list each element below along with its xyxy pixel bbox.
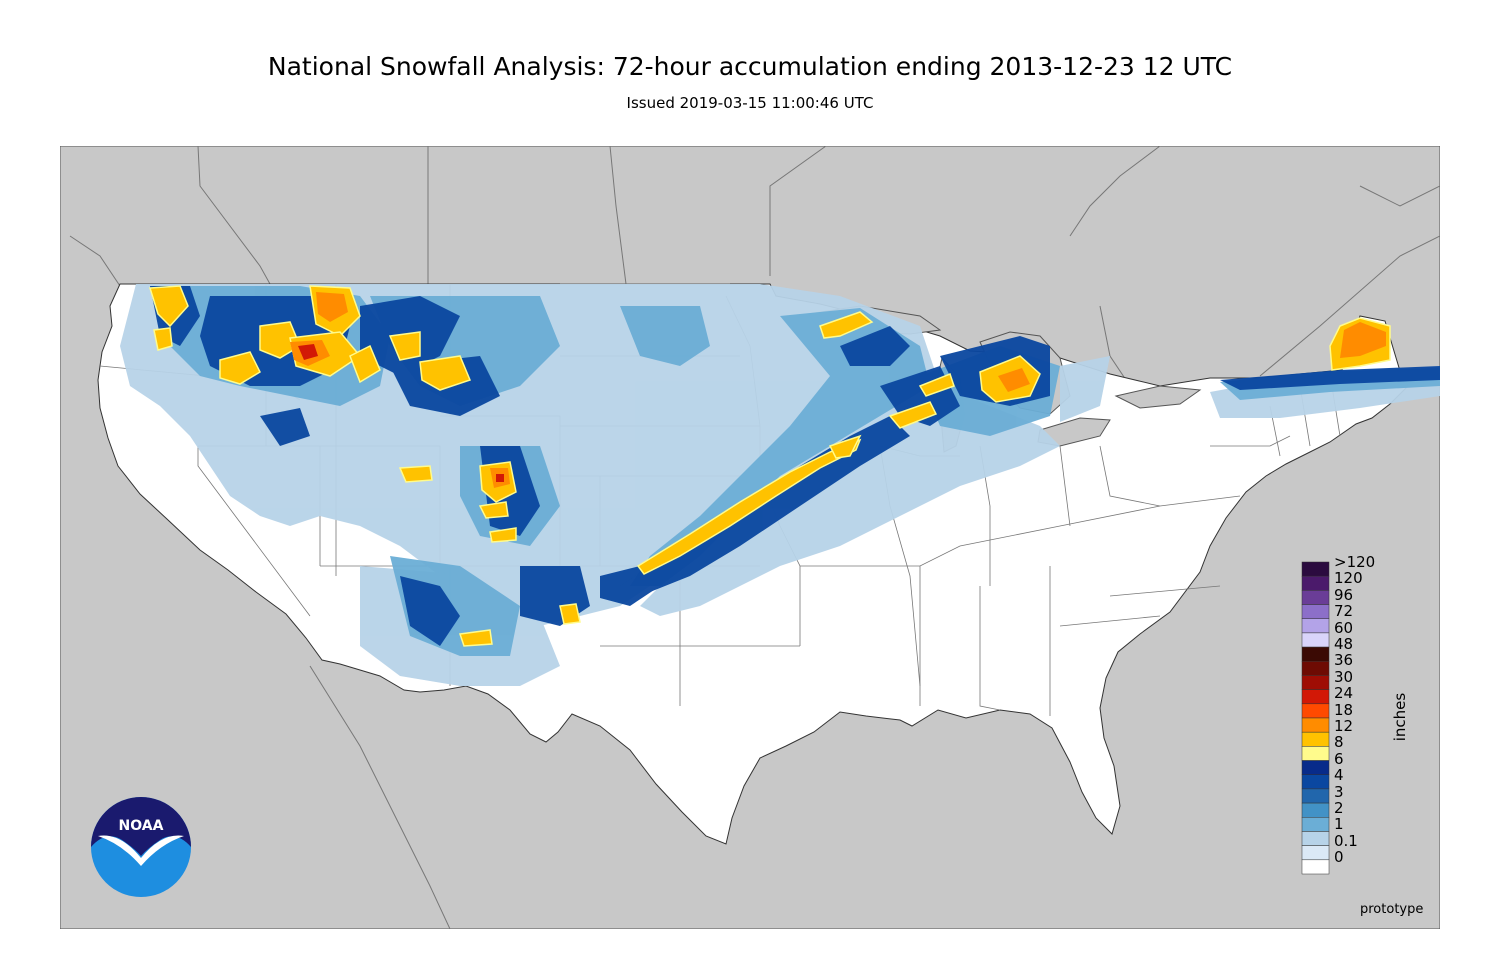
legend-swatch: [1301, 575, 1330, 591]
legend-tick-label: 6: [1334, 749, 1344, 768]
legend-swatch: [1301, 646, 1330, 662]
legend-tick-label: 18: [1334, 700, 1354, 719]
legend-tick-label: 24: [1334, 684, 1354, 703]
legend-swatch: [1301, 774, 1330, 790]
legend-tick-label: 1: [1334, 815, 1344, 834]
legend-swatch: [1301, 703, 1330, 719]
legend-tick-label: 0: [1334, 848, 1344, 867]
legend-swatch: [1301, 731, 1330, 747]
legend-colorbar: [1301, 561, 1330, 875]
legend-tick-label: >120: [1334, 553, 1376, 571]
snow-extreme: [290, 292, 1386, 488]
legend-tick-label: 60: [1334, 618, 1354, 637]
legend-swatch: [1301, 845, 1330, 861]
legend-swatch: [1301, 717, 1330, 733]
legend-swatch: [1301, 689, 1330, 705]
legend-swatch: [1301, 618, 1330, 634]
legend-tick-label: 96: [1334, 585, 1354, 604]
legend-tick-label: 120: [1334, 569, 1363, 588]
map-subtitle: Issued 2019-03-15 11:00:46 UTC: [626, 94, 874, 112]
map-title: National Snowfall Analysis: 72-hour accu…: [267, 52, 1233, 81]
legend-tick-label: 3: [1334, 782, 1344, 801]
noaa-logo-text: NOAA: [119, 818, 164, 834]
legend-swatch: [1301, 760, 1330, 775]
legend-swatch: [1301, 788, 1330, 804]
legend-swatch: [1301, 746, 1330, 761]
legend-tick-label: 8: [1334, 733, 1344, 752]
legend-swatch: [1301, 831, 1330, 846]
legend-tick-label: 12: [1334, 717, 1354, 735]
legend-swatch: [1301, 632, 1330, 648]
legend-tick-label: 30: [1334, 667, 1354, 686]
legend-tick-label: 48: [1334, 635, 1354, 653]
prototype-note: prototype: [1360, 902, 1424, 917]
legend-unit-label: inches: [1391, 692, 1409, 742]
legend-swatch: [1301, 604, 1330, 619]
legend-swatch: [1301, 817, 1330, 832]
legend-tick-label: 0.1: [1334, 831, 1358, 850]
legend-swatch: [1301, 590, 1330, 605]
legend-tick-label: 36: [1334, 651, 1354, 670]
noaa-logo: NOAA: [91, 797, 191, 897]
legend-tick-label: 72: [1334, 602, 1354, 621]
legend-swatch: [1301, 859, 1330, 875]
legend-swatch: [1301, 802, 1330, 818]
snowfall-map: [60, 146, 1440, 929]
legend-tick-label: 4: [1334, 766, 1344, 785]
legend-tick-label: 2: [1334, 799, 1344, 817]
snow-deepest: [298, 344, 504, 482]
legend-swatch: [1301, 561, 1330, 577]
legend-swatch: [1301, 661, 1330, 676]
legend-swatch: [1301, 675, 1330, 690]
